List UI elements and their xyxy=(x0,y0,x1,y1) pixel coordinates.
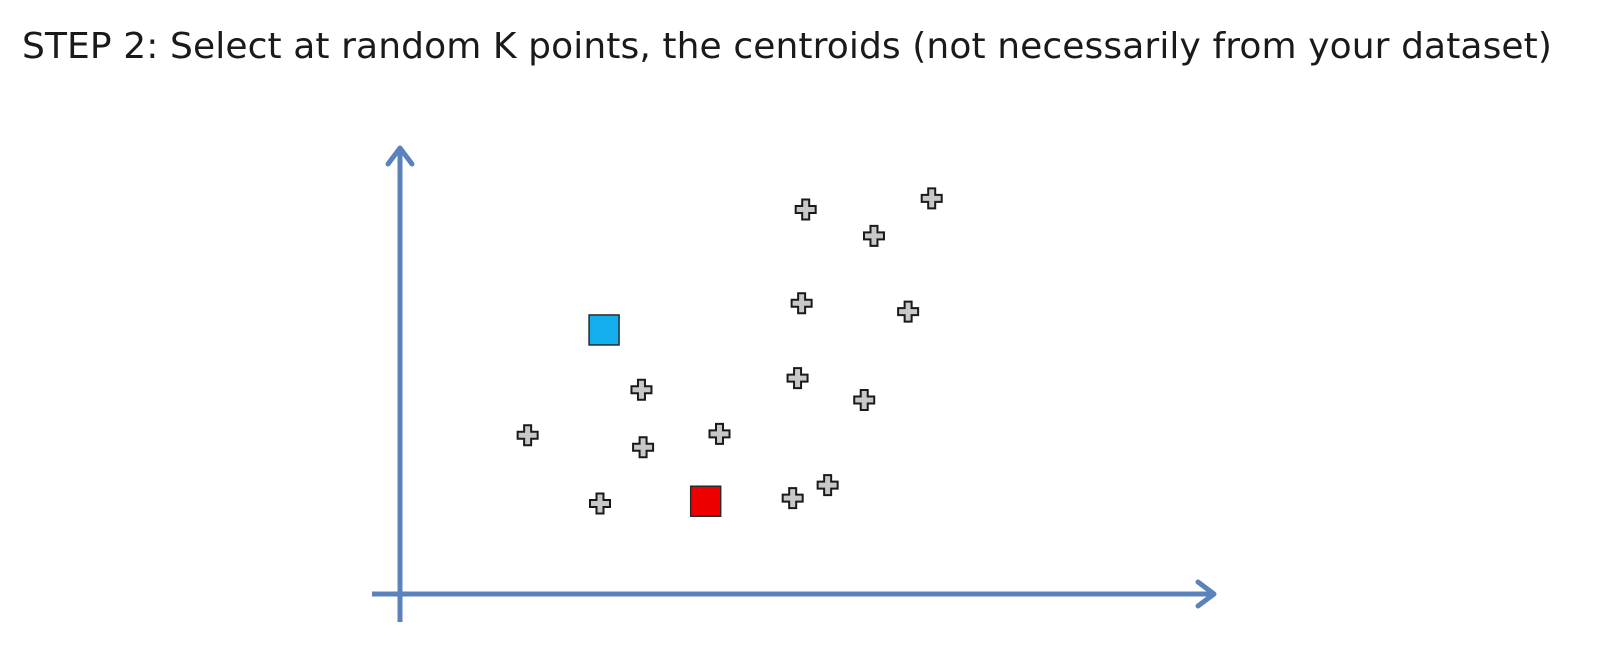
data-point-5 xyxy=(708,422,731,445)
data-point-9 xyxy=(853,388,876,411)
data-points xyxy=(516,187,943,515)
data-point-8 xyxy=(786,367,809,390)
data-point-7 xyxy=(816,474,839,497)
data-point-1 xyxy=(516,424,539,447)
centroids xyxy=(588,314,722,517)
data-point-11 xyxy=(897,300,920,323)
centroid-blue xyxy=(588,314,620,346)
slide-title: STEP 2: Select at random K points, the c… xyxy=(22,26,1553,67)
axes xyxy=(372,145,1217,622)
data-point-10 xyxy=(790,292,813,315)
data-point-6 xyxy=(781,487,804,510)
data-point-2 xyxy=(588,492,611,515)
data-point-13 xyxy=(862,224,885,247)
data-point-12 xyxy=(794,198,817,221)
data-point-3 xyxy=(630,378,653,401)
centroid-red xyxy=(689,485,722,517)
x-axis-arrowhead xyxy=(1195,579,1217,609)
data-point-4 xyxy=(632,436,655,459)
data-point-14 xyxy=(920,187,943,210)
y-axis-arrowhead xyxy=(385,145,415,167)
